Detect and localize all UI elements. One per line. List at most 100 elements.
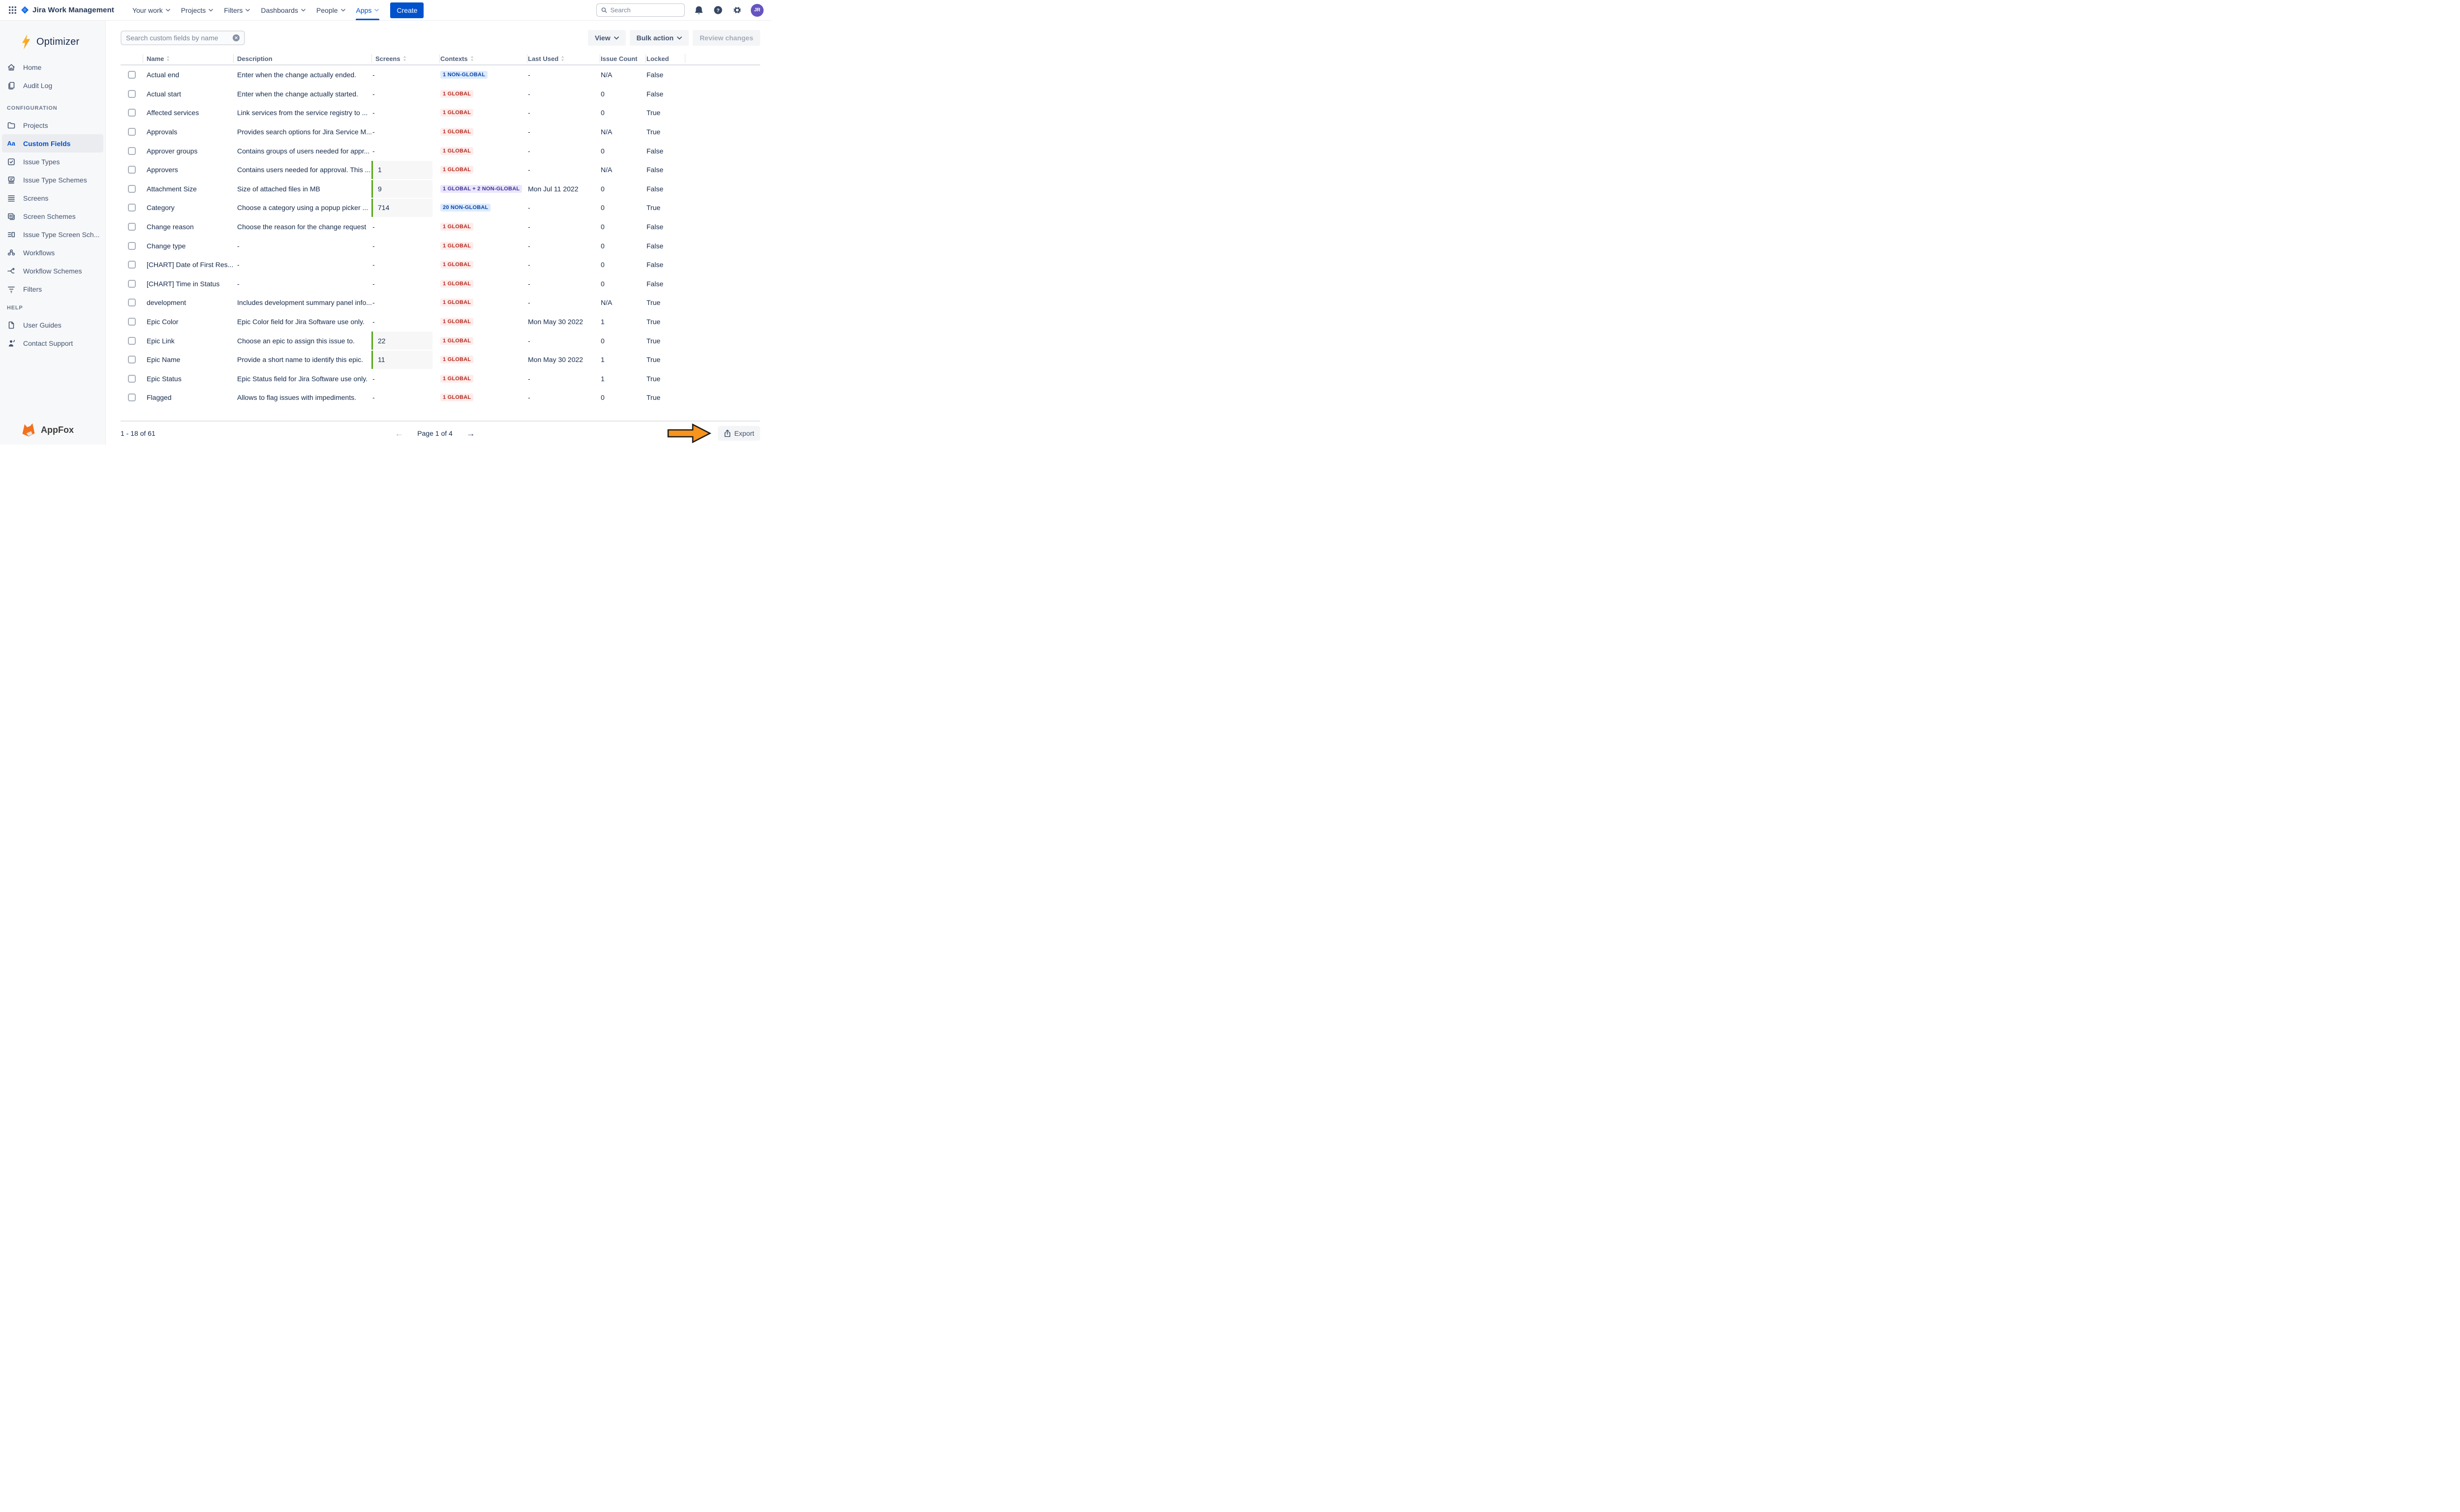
review-changes-button[interactable]: Review changes [693, 30, 760, 46]
help-icon[interactable]: ? [712, 5, 723, 16]
cell-last-used: - [528, 204, 530, 212]
sidebar-item-issue-types[interactable]: Issue Types [0, 152, 105, 171]
row-checkbox[interactable] [128, 261, 136, 269]
row-select-cell [121, 369, 143, 389]
screens-empty: - [372, 71, 375, 79]
sidebar-item-projects[interactable]: Projects [0, 116, 105, 134]
row-checkbox[interactable] [128, 356, 136, 364]
top-nav-right: ? JR [596, 3, 765, 17]
create-button[interactable]: Create [390, 2, 424, 18]
row-checkbox[interactable] [128, 128, 136, 136]
sidebar-item-label: Workflows [23, 248, 55, 257]
row-checkbox[interactable] [128, 166, 136, 174]
row-checkbox[interactable] [128, 204, 136, 212]
cell-extra [685, 103, 760, 122]
row-checkbox[interactable] [128, 147, 136, 155]
header-contexts[interactable]: Contexts [439, 53, 527, 64]
row-checkbox[interactable] [128, 109, 136, 117]
cell-issue-count: 0 [601, 279, 605, 288]
cell-locked: True [646, 109, 661, 117]
header-description: Description [233, 53, 371, 64]
sidebar-item-audit-log[interactable]: Audit Log [0, 76, 105, 94]
bulk-action-button[interactable]: Bulk action [629, 30, 689, 46]
cell-contexts: 1 GLOBAL [439, 85, 527, 104]
row-checkbox[interactable] [128, 90, 136, 98]
cell-locked: False [646, 71, 664, 79]
header-last-used[interactable]: Last Used [527, 53, 600, 64]
export-button[interactable]: Export [717, 425, 760, 441]
row-checkbox[interactable] [128, 184, 136, 193]
grid-icon [8, 6, 16, 14]
cell-issue-count: 0 [601, 242, 605, 250]
row-select-cell [121, 236, 143, 255]
row-checkbox[interactable] [128, 336, 136, 345]
row-select-cell [121, 293, 143, 312]
custom-fields-table: Name Description Screens Contexts Last Used I… [121, 53, 760, 407]
cell-last-used: - [528, 261, 530, 269]
chevron-down-icon [374, 8, 379, 11]
header-screens[interactable]: Screens [371, 53, 439, 64]
row-checkbox[interactable] [128, 223, 136, 231]
sidebar-item-label: Custom Fields [23, 139, 71, 148]
cell-name: Actual start [147, 90, 182, 98]
sidebar-item-workflows[interactable]: Workflows [0, 243, 105, 262]
nav-menu-projects[interactable]: Projects [176, 0, 219, 20]
sidebar-item-workflow-schemes[interactable]: Workflow Schemes [0, 262, 105, 280]
sidebar-item-user-guides[interactable]: User Guides [0, 316, 105, 334]
chevron-down-icon [301, 8, 306, 11]
row-checkbox[interactable] [128, 374, 136, 383]
user-avatar[interactable]: JR [751, 3, 764, 17]
nav-menu-dashboards[interactable]: Dashboards [255, 0, 311, 20]
sidebar-item-filters[interactable]: Filters [0, 280, 105, 298]
next-page-icon[interactable]: → [466, 428, 475, 438]
nav-menu-apps[interactable]: Apps [351, 0, 385, 20]
custom-fields-search-input[interactable] [126, 34, 233, 42]
previous-page-icon[interactable]: ← [395, 428, 404, 438]
sidebar-item-contact-support[interactable]: Contact Support [0, 334, 105, 352]
header-name[interactable]: Name [143, 53, 233, 64]
settings-gear-icon[interactable] [732, 5, 742, 16]
sort-icon [403, 56, 406, 61]
cell-screens: 714 [371, 198, 439, 217]
global-search-field[interactable] [596, 3, 685, 17]
cell-locked: True [646, 204, 661, 212]
clear-search-icon[interactable]: ✕ [233, 34, 240, 41]
sidebar-item-custom-fields[interactable]: Aa Custom Fields [2, 134, 103, 152]
row-checkbox[interactable] [128, 71, 136, 79]
cell-name: Flagged [147, 393, 172, 402]
cell-screens: 1 [371, 160, 439, 180]
sidebar-item-home[interactable]: Home [0, 58, 105, 76]
jira-brand[interactable]: Jira Work Management [21, 6, 114, 14]
sidebar-item-issue-type-screen-sch[interactable]: Issue Type Screen Sch... [0, 225, 105, 243]
notifications-icon[interactable] [693, 5, 704, 16]
view-button[interactable]: View [587, 30, 626, 46]
nav-menu-your-work[interactable]: Your work [127, 0, 176, 20]
row-checkbox[interactable] [128, 318, 136, 326]
pager: ← Page 1 of 4 → [395, 429, 475, 438]
row-checkbox[interactable] [128, 279, 136, 288]
custom-fields-search-field[interactable]: ✕ [121, 30, 245, 45]
row-checkbox[interactable] [128, 299, 136, 307]
table-row-chart-date-of-first-res: [CHART] Date of First Res... - -1 GLOBAL -0… [121, 255, 760, 274]
top-nav-left: Jira Work Management Your work Projects Fi… [5, 0, 596, 20]
app-switcher-icon[interactable] [5, 3, 20, 18]
table-row-actual-end: Actual end Enter when the change actually… [121, 65, 760, 85]
sidebar-nav: Home Audit Log CONFIGURATION Projects Aa Cust… [0, 58, 105, 352]
cell-description: Size of attached files in MB [237, 184, 320, 193]
nav-menu-people[interactable]: People [311, 0, 351, 20]
cell-locked: False [646, 184, 664, 193]
context-badge: 1 GLOBAL [440, 90, 474, 98]
cell-extra [685, 331, 760, 350]
row-checkbox[interactable] [128, 393, 136, 402]
cell-screens: - [371, 236, 439, 255]
nav-menu-filters[interactable]: Filters [218, 0, 255, 20]
cell-locked: False [646, 261, 664, 269]
sidebar-item-issue-type-schemes[interactable]: Issue Type Schemes [0, 171, 105, 189]
sidebar-item-screen-schemes[interactable]: Screen Schemes [0, 207, 105, 225]
row-checkbox[interactable] [128, 242, 136, 250]
cell-description: Choose the reason for the change request [237, 223, 367, 231]
cell-screens: - [371, 274, 439, 294]
global-search-input[interactable] [610, 6, 680, 14]
sidebar-item-screens[interactable]: Screens [0, 189, 105, 207]
sidebar-item-label: User Guides [23, 321, 62, 329]
